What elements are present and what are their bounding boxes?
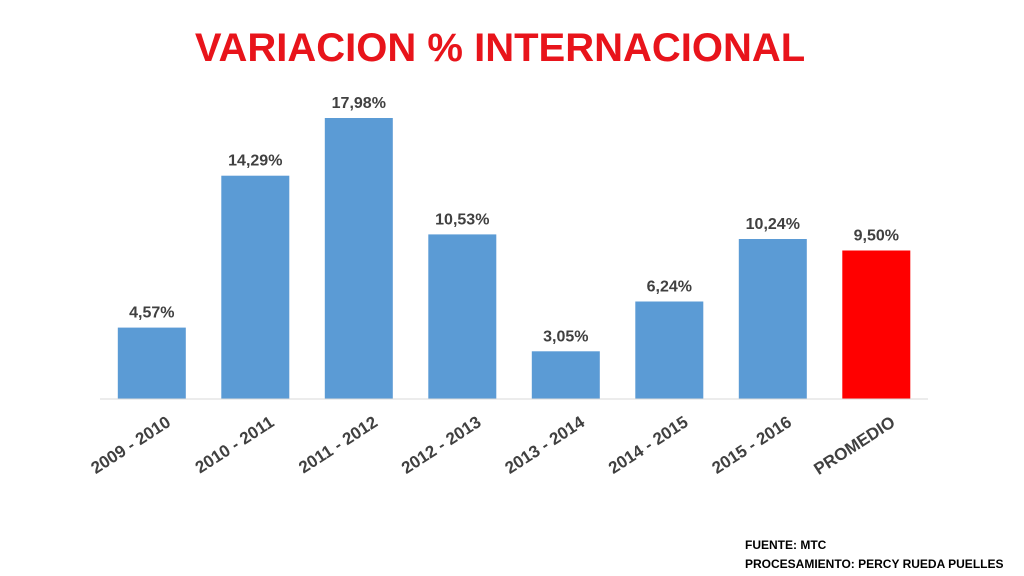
data-label-1: 4,57% — [129, 305, 174, 322]
data-label-6: 6,24% — [647, 279, 692, 296]
data-label-4: 10,53% — [435, 211, 489, 228]
bar-8 — [842, 250, 911, 399]
bar-7 — [738, 239, 807, 399]
bar-4 — [428, 234, 497, 399]
x-tick-label-3: 2011 - 2012 — [295, 412, 381, 477]
data-labels-group: 4,57% 14,29% 17,98% 10,53% 3,05% 6,24% 10,24% 9… — [129, 95, 899, 345]
bar-1 — [117, 327, 186, 399]
x-tick-label-1: 2009 - 2010 — [88, 412, 174, 477]
data-label-5: 3,05% — [543, 328, 588, 345]
footer-source: FUENTE: MTC — [745, 538, 827, 552]
bar-3 — [324, 118, 393, 399]
x-tick-labels-group: 2009 - 2010 2010 - 2011 2011 - 2012 2012 - … — [88, 412, 899, 479]
chart-title: VARIACION % INTERNACIONAL — [194, 26, 806, 70]
footer: FUENTE: MTC PROCESAMIENTO: PERCY RUEDA P… — [745, 536, 1003, 574]
x-tick-label-6: 2014 - 2015 — [605, 412, 691, 477]
x-tick-label-2: 2010 - 2011 — [192, 412, 278, 477]
bar-6 — [635, 301, 704, 399]
bars-group — [117, 118, 911, 399]
x-tick-label-7: 2015 - 2016 — [709, 412, 795, 477]
bar-2 — [221, 175, 290, 399]
data-label-8: 9,50% — [854, 228, 899, 245]
data-label-2: 14,29% — [228, 153, 282, 170]
x-tick-label-4: 2012 - 2013 — [398, 412, 484, 477]
x-tick-label-5: 2013 - 2014 — [502, 412, 589, 478]
bar-5 — [531, 351, 600, 399]
footer-processing: PROCESAMIENTO: PERCY RUEDA PUELLES — [745, 557, 1004, 571]
data-label-3: 17,98% — [332, 95, 386, 112]
x-tick-label-8: PROMEDIO — [811, 412, 899, 478]
data-label-7: 10,24% — [746, 216, 800, 233]
